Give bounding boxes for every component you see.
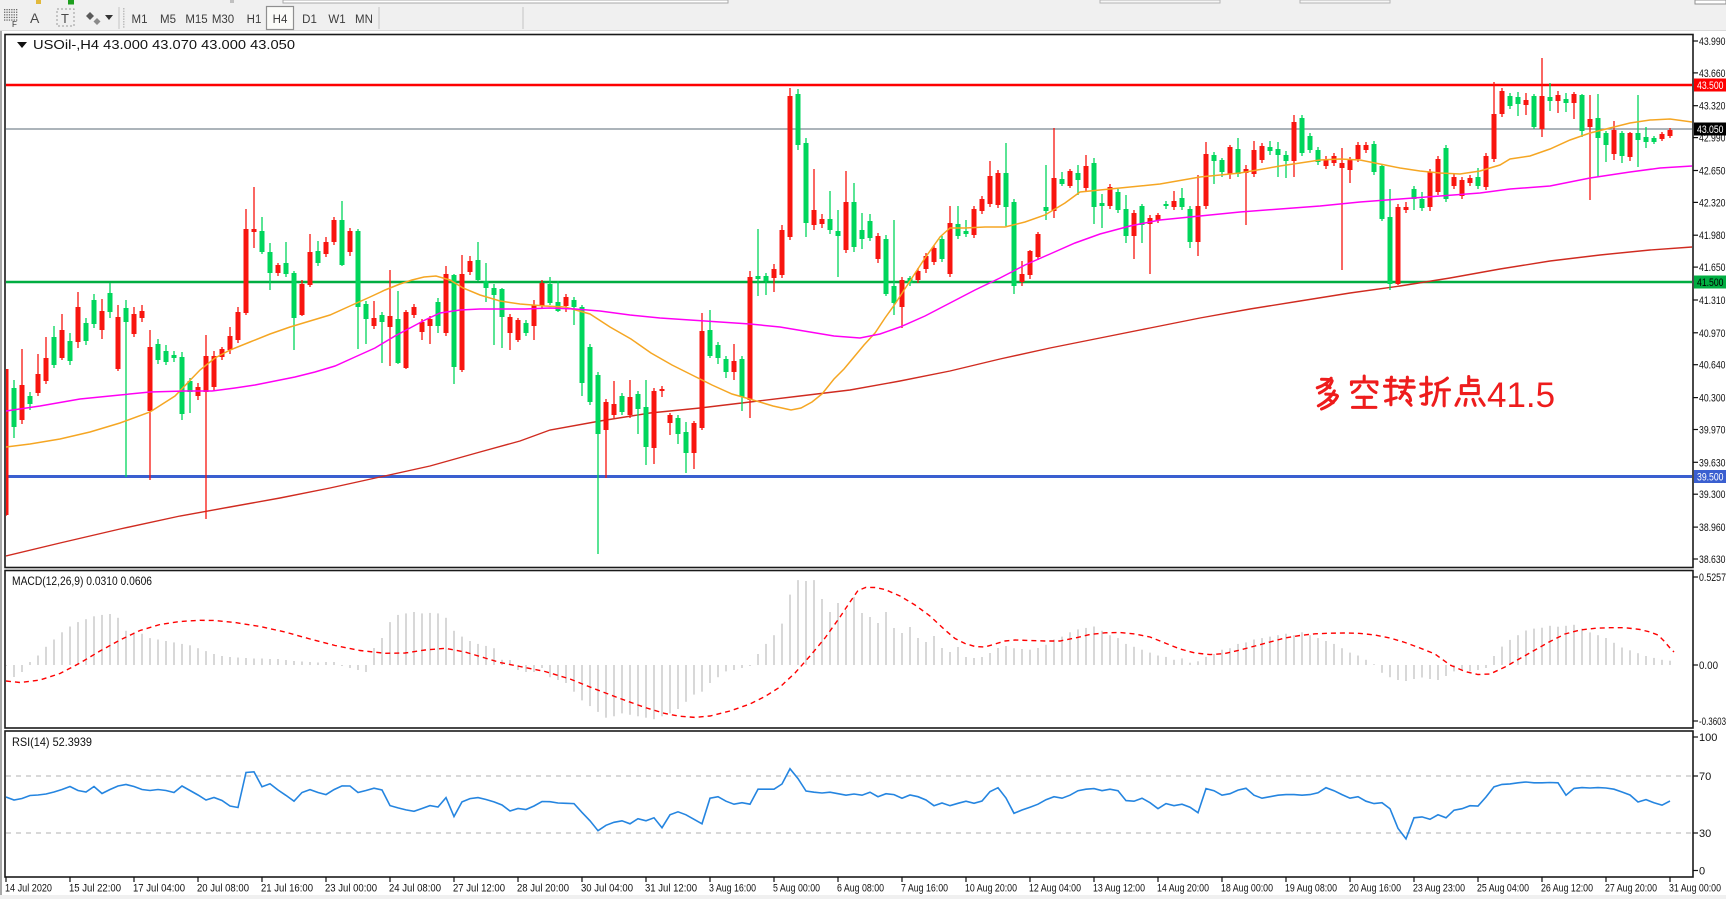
svg-text:43.320: 43.320 xyxy=(1699,101,1726,113)
svg-text:W1: W1 xyxy=(328,14,345,26)
svg-text:A: A xyxy=(30,10,40,26)
svg-text:F: F xyxy=(12,20,17,29)
svg-text:41.500: 41.500 xyxy=(1697,277,1724,289)
svg-text:43.990: 43.990 xyxy=(1699,36,1726,48)
svg-text:100: 100 xyxy=(1699,732,1717,744)
svg-text:17 Jul 04:00: 17 Jul 04:00 xyxy=(133,883,185,895)
svg-text:41.650: 41.650 xyxy=(1699,262,1726,274)
svg-text:27 Jul 12:00: 27 Jul 12:00 xyxy=(453,883,505,895)
svg-text:23 Jul 00:00: 23 Jul 00:00 xyxy=(325,883,377,895)
svg-text:40.300: 40.300 xyxy=(1699,393,1726,405)
svg-text:20 Jul 08:00: 20 Jul 08:00 xyxy=(197,883,249,895)
svg-text:18 Aug 00:00: 18 Aug 00:00 xyxy=(1221,883,1273,895)
svg-text:M30: M30 xyxy=(212,14,234,26)
svg-text:5 Aug 00:00: 5 Aug 00:00 xyxy=(773,883,820,895)
svg-text:USOil-,H4 43.000 43.070 43.00: USOil-,H4 43.000 43.070 43.000 43.050 xyxy=(33,38,295,52)
svg-text:21 Jul 16:00: 21 Jul 16:00 xyxy=(261,883,313,895)
svg-text:41.5: 41.5 xyxy=(1487,376,1555,415)
svg-text:41.310: 41.310 xyxy=(1699,295,1726,307)
svg-text:30 Jul 04:00: 30 Jul 04:00 xyxy=(581,883,633,895)
svg-text:12 Aug 04:00: 12 Aug 04:00 xyxy=(1029,883,1081,895)
svg-text:25 Aug 04:00: 25 Aug 04:00 xyxy=(1477,883,1529,895)
svg-text:43.050: 43.050 xyxy=(1697,124,1724,136)
svg-text:MACD(12,26,9) 0.0310 0.0606: MACD(12,26,9) 0.0310 0.0606 xyxy=(12,574,152,588)
svg-text:24 Jul 08:00: 24 Jul 08:00 xyxy=(389,883,441,895)
svg-text:42.990: 42.990 xyxy=(1699,133,1726,145)
svg-text:-0.3603: -0.3603 xyxy=(1699,716,1726,728)
svg-text:23 Aug 23:00: 23 Aug 23:00 xyxy=(1413,883,1465,895)
svg-text:H1: H1 xyxy=(247,14,262,26)
svg-text:43.500: 43.500 xyxy=(1697,80,1724,92)
svg-text:38.630: 38.630 xyxy=(1699,554,1726,566)
svg-text:39.500: 39.500 xyxy=(1697,472,1724,484)
svg-text:0.00: 0.00 xyxy=(1699,660,1718,672)
svg-text:14 Aug 20:00: 14 Aug 20:00 xyxy=(1157,883,1209,895)
svg-text:13 Aug 12:00: 13 Aug 12:00 xyxy=(1093,883,1145,895)
svg-text:14 Jul 2020: 14 Jul 2020 xyxy=(5,883,52,895)
svg-text:31 Jul 12:00: 31 Jul 12:00 xyxy=(645,883,697,895)
svg-text:70: 70 xyxy=(1699,771,1711,783)
svg-text:7 Aug 16:00: 7 Aug 16:00 xyxy=(901,883,948,895)
svg-text:15 Jul 22:00: 15 Jul 22:00 xyxy=(69,883,121,895)
svg-text:28 Jul 20:00: 28 Jul 20:00 xyxy=(517,883,569,895)
svg-text:M5: M5 xyxy=(160,14,176,26)
svg-text:M1: M1 xyxy=(132,14,148,26)
svg-text:RSI(14) 52.3939: RSI(14) 52.3939 xyxy=(12,735,92,749)
svg-text:0.5257: 0.5257 xyxy=(1699,572,1726,584)
svg-text:M15: M15 xyxy=(185,14,207,26)
svg-text:27 Aug 20:00: 27 Aug 20:00 xyxy=(1605,883,1657,895)
svg-text:38.960: 38.960 xyxy=(1699,522,1726,534)
svg-text:43.660: 43.660 xyxy=(1699,68,1726,80)
svg-text:42.650: 42.650 xyxy=(1699,166,1726,178)
svg-text:41.980: 41.980 xyxy=(1699,230,1726,242)
svg-text:MN: MN xyxy=(355,14,373,26)
svg-text:6 Aug 08:00: 6 Aug 08:00 xyxy=(837,883,884,895)
svg-text:40.970: 40.970 xyxy=(1699,328,1726,340)
svg-text:31 Aug 00:00: 31 Aug 00:00 xyxy=(1669,883,1721,895)
svg-text:26 Aug 12:00: 26 Aug 12:00 xyxy=(1541,883,1593,895)
svg-text:20 Aug 16:00: 20 Aug 16:00 xyxy=(1349,883,1401,895)
svg-text:H4: H4 xyxy=(273,14,288,26)
svg-text:D1: D1 xyxy=(302,14,317,26)
svg-text:30: 30 xyxy=(1699,828,1711,840)
svg-text:19 Aug 08:00: 19 Aug 08:00 xyxy=(1285,883,1337,895)
svg-text:40.640: 40.640 xyxy=(1699,360,1726,372)
svg-text:10 Aug 20:00: 10 Aug 20:00 xyxy=(965,883,1017,895)
svg-text:39.630: 39.630 xyxy=(1699,457,1726,469)
svg-text:0: 0 xyxy=(1699,866,1705,878)
svg-text:42.320: 42.320 xyxy=(1699,197,1726,209)
svg-text:39.970: 39.970 xyxy=(1699,425,1726,437)
svg-text:3 Aug 16:00: 3 Aug 16:00 xyxy=(709,883,756,895)
svg-text:39.300: 39.300 xyxy=(1699,489,1726,501)
svg-text:T: T xyxy=(61,11,69,26)
